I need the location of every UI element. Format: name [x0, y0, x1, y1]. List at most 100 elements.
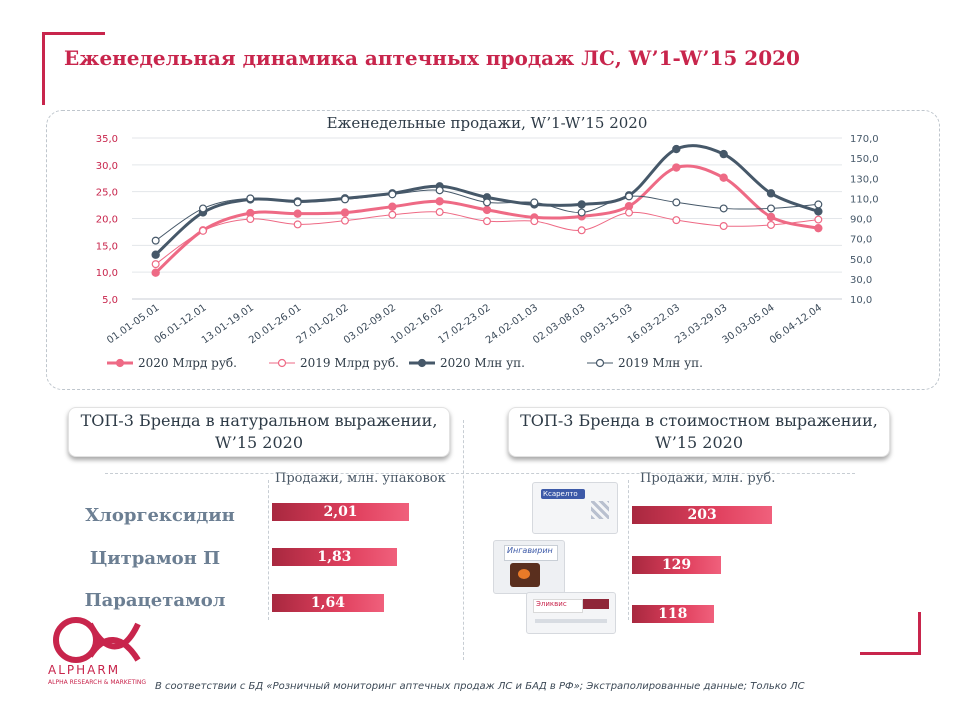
- section-natural-title: ТОП-3 Бренда в натуральном выражении, W’…: [80, 411, 438, 452]
- pack-logo-band: [541, 489, 585, 499]
- y-right-tick-label: 170,0: [850, 134, 879, 145]
- x-tick-label: 09.03-15.03: [579, 302, 635, 346]
- pack-label: [504, 545, 558, 561]
- weekly-sales-chart: Еженедельные продажи, W’1-W’15 2020 35,0 3…: [96, 114, 879, 370]
- data-point: [577, 226, 586, 235]
- pack-pattern: [591, 501, 609, 519]
- y-left-tick-label: 15,0: [96, 241, 118, 252]
- legend-label: 2019 Млн уп.: [618, 356, 703, 370]
- data-point: [341, 195, 350, 204]
- natural-units-label: Продажи, млн. упаковок: [275, 471, 446, 486]
- data-point: [814, 223, 823, 233]
- data-point: [719, 173, 728, 182]
- brand-name: Хлоргексидин: [85, 505, 235, 526]
- footnote: В соответствии с БД «Розничный мониторин…: [155, 681, 805, 692]
- natural-bar: 2,01: [272, 503, 410, 521]
- legend-label: 2020 Млн уп.: [440, 356, 525, 370]
- pack-image-ingavirin: Ингавирин: [493, 540, 565, 594]
- chart-panel: Еженедельные продажи, W’1-W’15 2020 35,0 3…: [46, 110, 940, 390]
- x-tick-label: 16.03-22.03: [626, 302, 682, 346]
- y-right-tick-label: 50,0: [850, 255, 872, 266]
- natural-bar: 1,83: [272, 548, 397, 566]
- data-point: [766, 220, 775, 229]
- x-tick-label: 20.01-26.01: [247, 302, 303, 346]
- natural-bar: 1,64: [272, 594, 384, 612]
- data-point: [814, 215, 823, 224]
- data-point: [624, 192, 633, 201]
- alpharm-logo-mark: [53, 617, 141, 663]
- brand-name: Парацетамол: [84, 590, 226, 611]
- x-tick-label: 03.02-09.02: [342, 302, 398, 346]
- x-tick-label: 01.01-05.01: [105, 302, 161, 346]
- pack-illustration-dot: [518, 569, 530, 579]
- corner-accent-top-left: [42, 32, 105, 105]
- legend-marker: [115, 358, 125, 368]
- pack-dose-band: [583, 599, 609, 609]
- data-point: [766, 212, 776, 222]
- x-tick-label: 06.04-12.04: [768, 302, 824, 346]
- data-point: [624, 208, 633, 217]
- data-point: [435, 186, 444, 195]
- y-left-tick-label: 5,0: [102, 295, 118, 306]
- legend-marker: [277, 358, 287, 368]
- data-point: [672, 216, 681, 225]
- y-left-tick-label: 25,0: [96, 188, 118, 199]
- value-axis-line: [628, 480, 629, 620]
- data-point: [482, 205, 492, 215]
- x-tick-label: 13.01-19.01: [200, 302, 256, 346]
- y-right-tick-label: 30,0: [850, 275, 872, 286]
- data-point: [388, 202, 397, 211]
- data-point: [719, 222, 728, 231]
- data-point: [577, 200, 586, 209]
- corner-accent-bottom-right: [860, 612, 921, 655]
- data-point: [530, 198, 539, 207]
- data-point: [719, 204, 728, 213]
- data-point: [814, 200, 823, 209]
- pack-name: Ксарелто: [543, 490, 578, 498]
- data-point: [766, 189, 776, 198]
- data-point: [151, 260, 160, 269]
- data-point: [293, 198, 302, 207]
- data-point: [530, 217, 539, 226]
- logo-subtitle: ALPHA RESEARCH & MARKETING: [48, 679, 147, 686]
- data-point: [483, 198, 492, 207]
- chart-title: Еженедельные продажи, W’1-W’15 2020: [327, 114, 648, 132]
- data-point: [246, 194, 255, 203]
- y-right-tick-label: 70,0: [850, 235, 872, 246]
- x-tick-label: 30.03-05.04: [721, 302, 777, 346]
- data-point: [199, 226, 208, 235]
- pack-text-line: [535, 619, 607, 623]
- x-tick-label: 24.02-01.03: [484, 302, 540, 346]
- logo-name: ALPHARM: [48, 663, 121, 677]
- pack-name: Ингавирин: [507, 546, 553, 555]
- data-point: [151, 250, 160, 259]
- section-value-header: ТОП-3 Бренда в стоимостном выражении, W’…: [508, 407, 890, 457]
- x-tick-label: 23.03-29.03: [673, 302, 729, 346]
- data-point: [483, 217, 492, 226]
- value-bar: 203: [632, 506, 773, 524]
- value-units-label: Продажи, млн. руб.: [640, 471, 776, 486]
- data-point: [388, 190, 397, 199]
- x-tick-label: 27.01-02.02: [295, 302, 351, 346]
- data-point: [672, 198, 681, 207]
- legend-marker: [417, 358, 427, 368]
- data-point: [672, 163, 681, 172]
- data-point: [293, 220, 302, 229]
- pack-label: [533, 599, 583, 613]
- y-right-tick-label: 150,0: [850, 154, 879, 165]
- separator-line: [105, 473, 855, 474]
- x-tick-label: 10.02-16.02: [389, 302, 445, 346]
- data-point: [341, 216, 350, 225]
- brand-name: Цитрамон П: [89, 548, 221, 569]
- y-right-tick-label: 10,0: [850, 295, 872, 306]
- data-point: [435, 197, 444, 206]
- data-point: [340, 208, 350, 217]
- y-left-tick-label: 20,0: [96, 215, 118, 226]
- data-point: [814, 207, 823, 216]
- data-point: [151, 268, 160, 277]
- pack-image-xarelto: Ксарелто: [532, 482, 618, 534]
- column-divider: [463, 420, 464, 660]
- y-right-tick-label: 110,0: [850, 194, 879, 205]
- natural-axis-line: [268, 480, 269, 620]
- y-left-tick-label: 30,0: [96, 161, 118, 172]
